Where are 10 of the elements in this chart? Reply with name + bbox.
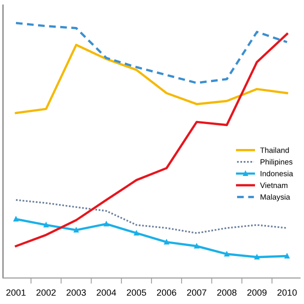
x-tick-label: 2002 bbox=[36, 289, 56, 296]
x-tick-label: 2004 bbox=[96, 289, 116, 296]
x-tick-label: 2009 bbox=[247, 289, 267, 296]
x-tick-label: 2001 bbox=[6, 289, 26, 296]
x-tick-label: 2007 bbox=[187, 289, 206, 296]
x-tick-label: 2003 bbox=[66, 289, 86, 296]
x-tick-label: 2010 bbox=[277, 289, 297, 296]
x-tick-label: 2008 bbox=[217, 289, 236, 296]
x-tick-label: 2006 bbox=[156, 289, 176, 296]
x-tick-label: 2005 bbox=[126, 289, 146, 296]
